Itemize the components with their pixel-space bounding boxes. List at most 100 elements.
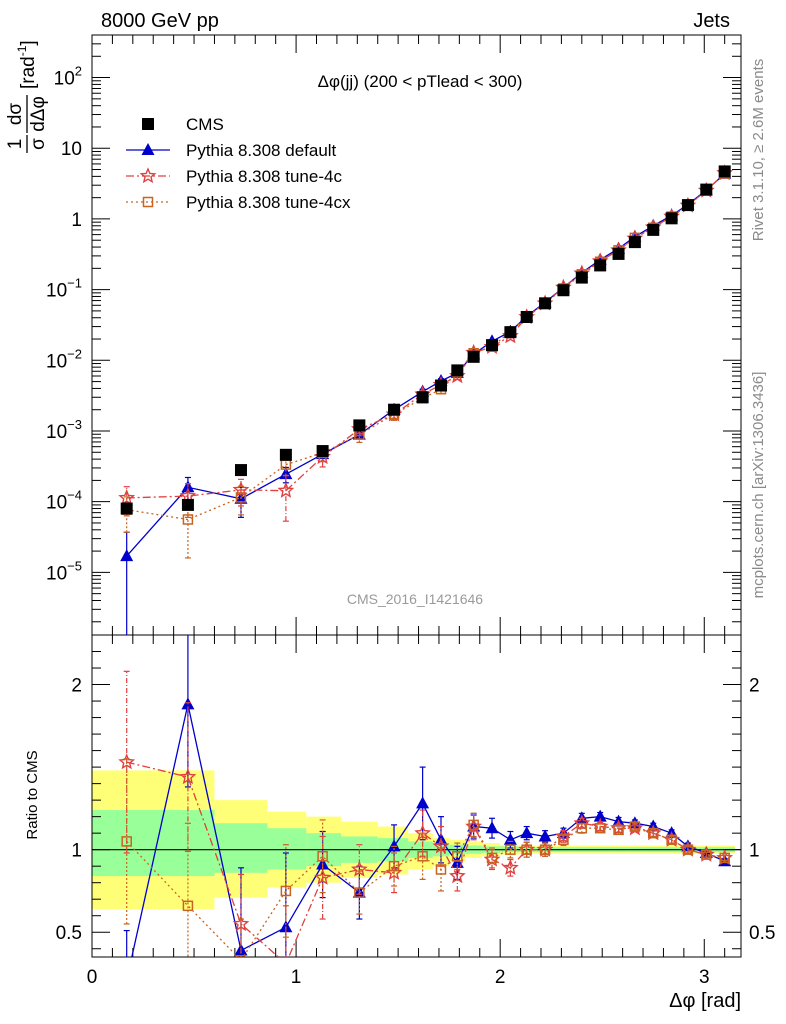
main-series-1 bbox=[118, 164, 734, 522]
ratio-point-0-14 bbox=[538, 829, 552, 842]
main-ytick-label-4: 10−1 bbox=[46, 276, 82, 302]
main-ytick-exp: −4 bbox=[67, 488, 82, 503]
ratio-point-2-6 bbox=[388, 860, 400, 872]
legend-entry-2: Pythia 8.308 tune-4c bbox=[126, 167, 342, 186]
ylabel-unit-sup: -1 bbox=[15, 45, 29, 56]
ratio-point-2-2 bbox=[235, 955, 247, 957]
main-data-point-0-7 bbox=[416, 391, 429, 404]
ratio-point-1-7 bbox=[414, 824, 432, 841]
main-point-0-3 bbox=[279, 467, 293, 480]
main-ytick-label-5: 1 bbox=[71, 210, 82, 231]
main-point-2-1 bbox=[182, 514, 194, 525]
side-label-top: Rivet 3.1.10, ≥ 2.6M events bbox=[750, 59, 767, 242]
main-ytick-label-3: 10−2 bbox=[46, 346, 82, 372]
legend: CMS Pythia 8.308 default Pythia 8.308 tune… bbox=[126, 115, 351, 212]
ylabel-unit-close: ] bbox=[18, 40, 39, 45]
main-ytick-exp: −3 bbox=[67, 417, 82, 432]
main-data-point-0-24 bbox=[718, 165, 731, 178]
ratio-point-1-2 bbox=[232, 915, 250, 932]
main-ytick-base: 10 bbox=[46, 281, 67, 302]
header-left: 8000 GeV pp bbox=[101, 10, 219, 32]
main-ytick-base: 10 bbox=[61, 139, 82, 160]
ratio-point-2-12 bbox=[505, 844, 516, 855]
ylabel-frac-den: σ bbox=[28, 138, 49, 150]
main-ytick-base: 10 bbox=[54, 69, 75, 90]
ratio-point-2-21 bbox=[666, 834, 677, 846]
main-data-point-0-2 bbox=[234, 464, 247, 477]
main-ytick-exp: −1 bbox=[67, 276, 82, 291]
main-data-point-0-5 bbox=[353, 419, 366, 432]
main-data-point-0-19 bbox=[628, 236, 641, 249]
ratio-point-2-0 bbox=[121, 836, 132, 847]
chart-title: Δφ(jj) (200 < pTlead < 300) bbox=[318, 72, 523, 91]
main-data-point-0-12 bbox=[504, 326, 517, 339]
ratio-point-2-22 bbox=[682, 844, 694, 855]
ratio-point-2-14 bbox=[539, 844, 551, 855]
main-ytick-exp: −5 bbox=[67, 558, 82, 573]
main-ytick-label-1: 10−4 bbox=[46, 488, 82, 514]
main-point-1-0 bbox=[118, 489, 136, 506]
header-right: Jets bbox=[693, 10, 730, 32]
main-data-point-0-18 bbox=[612, 247, 625, 260]
ratio-point-2-9 bbox=[452, 851, 463, 862]
ratio-point-1-12 bbox=[501, 858, 519, 875]
main-data-point-0-3 bbox=[279, 448, 292, 461]
main-line-1 bbox=[126, 172, 726, 499]
ratio-point-2-5 bbox=[354, 887, 365, 898]
ratio-xtick-label-1: 1 bbox=[291, 967, 302, 988]
main-ytick-base: 10 bbox=[46, 351, 67, 372]
main-data-point-0-15 bbox=[557, 284, 570, 297]
legend-marker-0 bbox=[142, 118, 154, 130]
ratio-point-2-13 bbox=[521, 844, 532, 855]
main-data-point-0-16 bbox=[575, 271, 588, 284]
legend-marker-2 bbox=[139, 167, 157, 184]
main-data-point-0-13 bbox=[520, 310, 533, 323]
main-data-point-0-23 bbox=[700, 183, 713, 196]
ratio-point-0-0 bbox=[120, 973, 133, 985]
main-point-2-2 bbox=[235, 492, 247, 503]
ratio-ytick-label-left-2: 2 bbox=[71, 676, 82, 697]
main-ytick-exp: −2 bbox=[67, 346, 82, 361]
main-data-point-0-4 bbox=[316, 445, 329, 458]
main-data-point-0-8 bbox=[434, 379, 447, 392]
legend-entry-1: Pythia 8.308 default bbox=[126, 141, 337, 160]
main-data-point-0-1 bbox=[181, 498, 194, 511]
ratio-point-2-16 bbox=[576, 822, 588, 834]
main-ytick-base: 10 bbox=[46, 493, 67, 514]
ratio-point-1-4 bbox=[314, 868, 332, 885]
ratio-point-0-12 bbox=[503, 832, 517, 845]
main-ytick-base: 10 bbox=[46, 422, 67, 443]
main-series-0 bbox=[120, 166, 732, 635]
legend-label-3: Pythia 8.308 tune-4cx bbox=[186, 193, 351, 212]
main-data-point-0-11 bbox=[486, 339, 499, 352]
legend-marker-1 bbox=[141, 143, 155, 155]
main-data-point-0-17 bbox=[594, 259, 607, 272]
main-series-2 bbox=[121, 168, 730, 559]
ratio-xtick-label-3: 3 bbox=[699, 967, 710, 988]
ylabel-unit-open: [rad bbox=[18, 56, 39, 89]
ratio-ylabel: Ratio to CMS bbox=[24, 750, 41, 839]
main-data-point-0-0 bbox=[120, 502, 133, 515]
ratio-point-2-1 bbox=[182, 900, 194, 912]
ylabel-unit: [rad-1] bbox=[15, 40, 39, 89]
main-ytick-label-0: 10−5 bbox=[46, 558, 82, 584]
ratio-point-2-17 bbox=[594, 822, 606, 834]
legend-entry-0: CMS bbox=[142, 115, 224, 134]
ratio-point-1-1 bbox=[179, 768, 197, 785]
main-point-0-0 bbox=[120, 549, 134, 562]
ratio-point-0-11 bbox=[485, 821, 499, 834]
ratio-point-2-8 bbox=[435, 864, 447, 875]
band-green-1 bbox=[214, 823, 268, 873]
ratio-xtick-label-0: 0 bbox=[87, 967, 98, 988]
main-ytick-label-7: 102 bbox=[54, 64, 82, 90]
ratio-point-2-23 bbox=[701, 849, 712, 860]
ratio-point-2-3 bbox=[280, 885, 292, 897]
main-ytick-exp: 2 bbox=[75, 64, 82, 79]
legend-label-0: CMS bbox=[186, 115, 224, 134]
ratio-point-2-20 bbox=[647, 827, 659, 839]
ylabel-dnum: dσ bbox=[5, 103, 26, 126]
main-ytick-base: 1 bbox=[71, 210, 82, 231]
band-green-2 bbox=[267, 828, 307, 870]
series-layer bbox=[118, 164, 734, 985]
